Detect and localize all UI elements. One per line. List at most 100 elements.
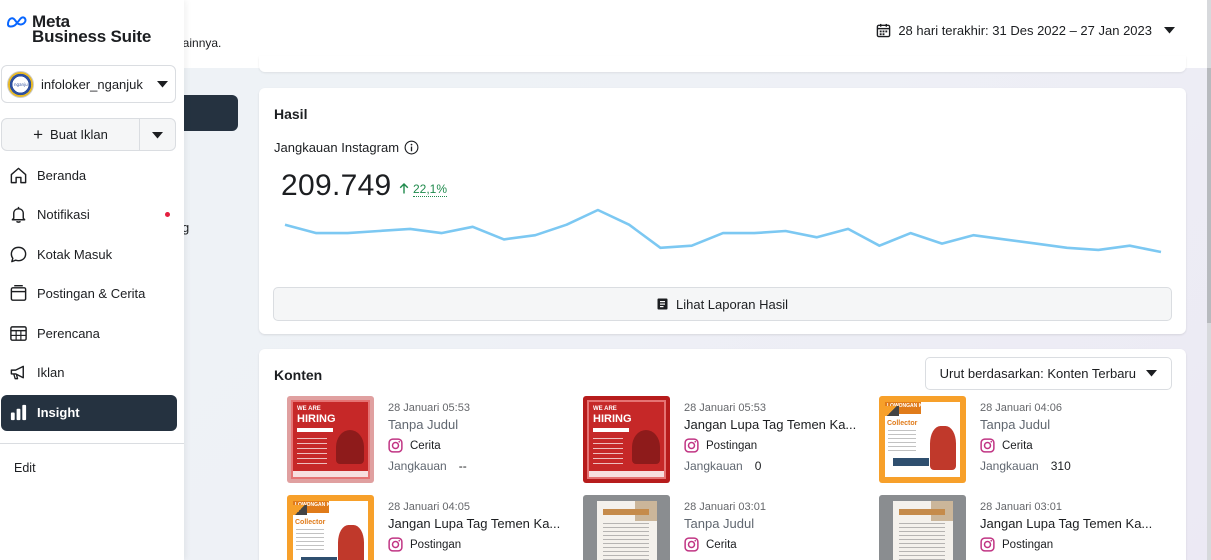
post-type: Postingan bbox=[388, 537, 573, 552]
instagram-icon bbox=[388, 537, 403, 552]
reach-data-point[interactable] bbox=[471, 225, 475, 229]
post-type: Postingan bbox=[980, 537, 1165, 552]
post-type-label: Postingan bbox=[706, 439, 758, 452]
post-title: Tanpa Judul bbox=[388, 417, 459, 432]
reach-data-point[interactable] bbox=[940, 242, 944, 246]
date-range-selector[interactable]: 28 hari terakhir: 31 Des 2022 – 27 Jan 2… bbox=[876, 23, 1175, 38]
post-type-label: Postingan bbox=[410, 538, 462, 551]
post-type-label: Cerita bbox=[410, 439, 441, 452]
reach-data-point[interactable] bbox=[690, 244, 694, 248]
content-title: Konten bbox=[274, 367, 323, 383]
sidebar-item-kotak-masuk[interactable]: Kotak Masuk bbox=[1, 236, 177, 272]
reach-data-point[interactable] bbox=[627, 223, 631, 227]
instagram-icon bbox=[980, 537, 995, 552]
bar-chart-icon bbox=[8, 403, 28, 423]
sidebar-item-label: Postingan & Cerita bbox=[37, 286, 146, 302]
post-reach: Jangkauan -- bbox=[388, 459, 573, 473]
reach-data-point[interactable] bbox=[1128, 244, 1132, 248]
reach-data-point[interactable] bbox=[283, 223, 287, 227]
post-date: 28 Januari 05:53 bbox=[388, 402, 470, 414]
post-type: Cerita bbox=[980, 438, 1165, 453]
post-type-label: Cerita bbox=[706, 538, 737, 551]
reach-data-point[interactable] bbox=[846, 227, 850, 231]
reach-data-point[interactable] bbox=[1003, 237, 1007, 241]
post-meta: 28 Januari 03:01 Jangan Lupa Tag Temen Ka… bbox=[980, 501, 1165, 552]
button-divider bbox=[139, 118, 140, 151]
reach-data-point[interactable] bbox=[721, 231, 725, 235]
content-post-item[interactable]: 28 Januari 03:01 Tanpa Judul Cerita bbox=[583, 495, 873, 560]
post-thumbnail[interactable]: LOWONGAN KERJA Collector bbox=[287, 495, 374, 560]
content-post-item[interactable]: WE ARE HIRING 28 Januari 05:53 Tanpa Judul C… bbox=[287, 396, 577, 488]
thumb-text: HIRING bbox=[297, 413, 336, 425]
post-thumbnail[interactable] bbox=[583, 495, 670, 560]
reach-data-point[interactable] bbox=[596, 208, 600, 212]
thumb-text: WE ARE bbox=[297, 406, 321, 412]
content-post-item[interactable]: 28 Januari 03:01 Jangan Lupa Tag Temen Ka… bbox=[879, 495, 1169, 560]
reach-data-point[interactable] bbox=[877, 244, 881, 248]
post-reach: Jangkauan 0 bbox=[684, 459, 869, 473]
reach-sparkline bbox=[283, 208, 1163, 254]
post-thumbnail[interactable] bbox=[879, 495, 966, 560]
reach-data-point[interactable] bbox=[909, 231, 913, 235]
create-ad-button[interactable]: + Buat Iklan bbox=[2, 125, 139, 144]
reach-data-point[interactable] bbox=[971, 233, 975, 237]
content-post-item[interactable]: LOWONGAN KERJA Collector 28 Januari 04:05 J… bbox=[287, 495, 577, 560]
sidebar-item-postingan-cerita[interactable]: Postingan & Cerita bbox=[1, 276, 177, 312]
reach-data-point[interactable] bbox=[377, 229, 381, 233]
content-post-item[interactable]: WE ARE HIRING 28 Januari 05:53 Jangan Lupa … bbox=[583, 396, 873, 488]
logo-text: Meta Business Suite bbox=[32, 13, 151, 45]
reach-data-point[interactable] bbox=[1034, 242, 1038, 246]
meta-business-suite-logo[interactable]: Meta Business Suite bbox=[6, 13, 151, 45]
info-icon[interactable] bbox=[404, 140, 419, 155]
calendar-grid-icon bbox=[8, 323, 28, 343]
sort-dropdown[interactable]: Urut berdasarkan: Konten Terbaru bbox=[924, 357, 1172, 390]
view-results-report-button[interactable]: Lihat Laporan Hasil bbox=[273, 287, 1172, 321]
post-type: Postingan bbox=[684, 438, 869, 453]
reach-series-line bbox=[284, 208, 1162, 254]
post-thumbnail[interactable]: WE ARE HIRING bbox=[287, 396, 374, 483]
sidebar-divider bbox=[0, 443, 184, 444]
account-switcher[interactable]: nganjuk infoloker_nganjuk bbox=[1, 65, 176, 103]
reach-data-point[interactable] bbox=[502, 237, 506, 241]
post-meta: 28 Januari 04:05 Jangan Lupa Tag Temen Ka… bbox=[388, 501, 573, 552]
sidebar-item-perencana[interactable]: Perencana bbox=[1, 315, 177, 351]
previous-card-edge bbox=[259, 56, 1186, 72]
post-thumbnail[interactable]: WE ARE HIRING bbox=[583, 396, 670, 483]
post-title: Jangan Lupa Tag Temen Ka... bbox=[388, 516, 561, 531]
create-ad-label: Buat Iklan bbox=[50, 127, 108, 142]
reach-data-point[interactable] bbox=[565, 223, 569, 227]
reach-data-point[interactable] bbox=[533, 233, 537, 237]
create-ad-dropdown-button[interactable] bbox=[140, 127, 175, 142]
reach-data-point[interactable] bbox=[439, 231, 443, 235]
post-type-label: Cerita bbox=[1002, 439, 1033, 452]
reach-data-point[interactable] bbox=[1159, 250, 1163, 254]
post-title: Tanpa Judul bbox=[980, 417, 1051, 432]
reach-data-point[interactable] bbox=[784, 229, 788, 233]
reach-data-point[interactable] bbox=[1096, 248, 1100, 252]
reach-data-point[interactable] bbox=[1065, 246, 1069, 250]
content-post-item[interactable]: LOWONGAN KERJA Collector 28 Januari 04:06 T… bbox=[879, 396, 1169, 488]
thumb-text: HIRING bbox=[593, 413, 632, 425]
sidebar-item-label: Notifikasi bbox=[37, 207, 90, 223]
plus-icon: + bbox=[33, 125, 44, 144]
scrollbar-thumb[interactable] bbox=[1207, 68, 1211, 323]
sidebar-item-iklan[interactable]: Iklan bbox=[1, 355, 177, 391]
sidebar-item-insight[interactable]: Insight bbox=[1, 394, 177, 431]
post-reach-value: 310 bbox=[1050, 459, 1071, 473]
notification-dot bbox=[165, 211, 170, 217]
sidebar-item-label: Insight bbox=[37, 405, 80, 421]
reach-data-point[interactable] bbox=[314, 231, 318, 235]
post-meta: 28 Januari 05:53 Jangan Lupa Tag Temen Ka… bbox=[684, 402, 869, 473]
sidebar-item-notifikasi[interactable]: Notifikasi bbox=[1, 197, 177, 233]
sidebar-item-beranda[interactable]: Beranda bbox=[1, 157, 177, 193]
reach-data-point[interactable] bbox=[815, 235, 819, 239]
edit-nav-link[interactable]: Edit bbox=[14, 461, 36, 475]
reach-data-point[interactable] bbox=[752, 231, 756, 235]
reach-data-point[interactable] bbox=[658, 246, 662, 250]
post-date: 28 Januari 04:05 bbox=[388, 501, 470, 513]
reach-data-point[interactable] bbox=[408, 227, 412, 231]
post-type: Cerita bbox=[388, 438, 573, 453]
post-thumbnail[interactable]: LOWONGAN KERJA Collector bbox=[879, 396, 966, 483]
reach-data-point[interactable] bbox=[346, 231, 350, 235]
results-card: Hasil Jangkauan Instagram 209.749 22,1% … bbox=[259, 88, 1186, 334]
